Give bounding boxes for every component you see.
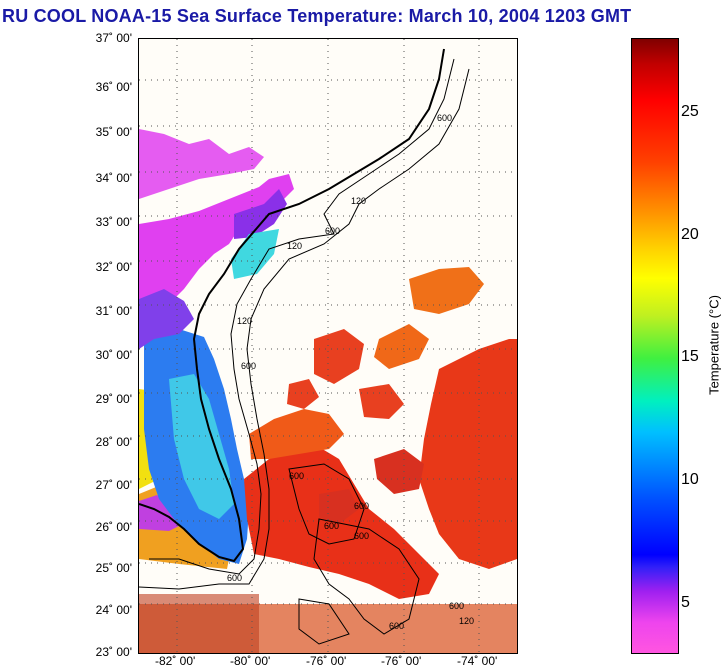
- gulf-stream-orange: [249, 409, 344, 459]
- lat-label-24: 24˚ 00': [95, 603, 132, 617]
- lat-label-37: 37˚ 00': [95, 31, 132, 45]
- sst-map-canvas: 600 600 120 120 600 120 600 600 600 600 …: [139, 39, 517, 653]
- isobath-600: [139, 68, 470, 590]
- georgia-purple-patch: [234, 189, 287, 239]
- colorbar-tick-15: 15: [681, 348, 699, 365]
- lat-label-29: 29˚ 00': [95, 392, 132, 406]
- offshore-red-east: [419, 339, 517, 569]
- lat-label-36: 36˚ 00': [95, 80, 132, 94]
- coastline: [139, 48, 445, 563]
- isobath-label: 600: [437, 113, 452, 123]
- offshore-orange-mid: [374, 324, 429, 369]
- isobath-label: 600: [354, 501, 369, 511]
- isobath-label: 600: [241, 361, 256, 371]
- lon-label-2: -80˚ 00': [230, 654, 271, 668]
- lat-label-35: 35˚ 00': [95, 125, 132, 139]
- gulf-bottom-strip: [139, 594, 259, 653]
- colorbar-tick-25: 25: [681, 103, 699, 120]
- lat-label-34: 34˚ 00': [95, 171, 132, 185]
- lat-label-32: 32˚ 00': [95, 260, 132, 274]
- isobath-label: 600: [324, 521, 339, 531]
- lon-label-3: -76˚ 00': [306, 654, 347, 668]
- isobath-label: 600: [449, 601, 464, 611]
- colorbar-tick-20: 20: [681, 226, 699, 243]
- bahamas-contours: [288, 463, 420, 645]
- lat-label-30: 30˚ 00': [95, 348, 132, 362]
- offshore-orange-north: [409, 267, 484, 314]
- isobath-label: 600: [354, 531, 369, 541]
- isobath-label: 120: [287, 241, 302, 251]
- isobath-label: 600: [227, 573, 242, 583]
- isobath-label: 600: [389, 621, 404, 631]
- lat-label-31: 31˚ 00': [95, 304, 132, 318]
- isobath-label: 120: [351, 196, 366, 206]
- lat-label-33: 33˚ 00': [95, 215, 132, 229]
- offshore-red-patches: [287, 329, 404, 419]
- temperature-colorbar: [631, 38, 679, 654]
- lon-label-5: -74˚ 00': [457, 654, 498, 668]
- isobath-120: [149, 58, 455, 575]
- lat-label-23: 23˚ 00': [95, 645, 132, 659]
- lon-label-4: -76˚ 00': [381, 654, 422, 668]
- lon-label-1: -82˚ 00': [155, 654, 196, 668]
- colorbar-tick-10: 10: [681, 471, 699, 488]
- georgia-inland-magenta: [139, 129, 264, 199]
- isobath-label: 600: [325, 226, 340, 236]
- map-title: RU COOL NOAA-15 Sea Surface Temperature:…: [2, 6, 632, 26]
- nearshore-cyan-patch: [231, 229, 279, 279]
- colorbar-tick-5: 5: [681, 594, 690, 611]
- isobath-label: 600: [289, 471, 304, 481]
- offshore-red-southwest: [319, 449, 424, 524]
- lat-label-27: 27˚ 00': [95, 478, 132, 492]
- isobath-label: 120: [459, 616, 474, 626]
- sst-map[interactable]: 600 600 120 120 600 120 600 600 600 600 …: [138, 38, 518, 654]
- florida-cyan-interior: [169, 374, 234, 519]
- isobath-labels: 600 600 120 120 600 120 600 600 600 600 …: [227, 113, 474, 631]
- lat-label-28: 28˚ 00': [95, 435, 132, 449]
- colorbar-label: Temperature (°C): [706, 295, 722, 395]
- florida-purple-fringe: [139, 289, 194, 349]
- isobath-label: 120: [237, 316, 252, 326]
- lat-label-25: 25˚ 00': [95, 561, 132, 575]
- lat-label-26: 26˚ 00': [95, 520, 132, 534]
